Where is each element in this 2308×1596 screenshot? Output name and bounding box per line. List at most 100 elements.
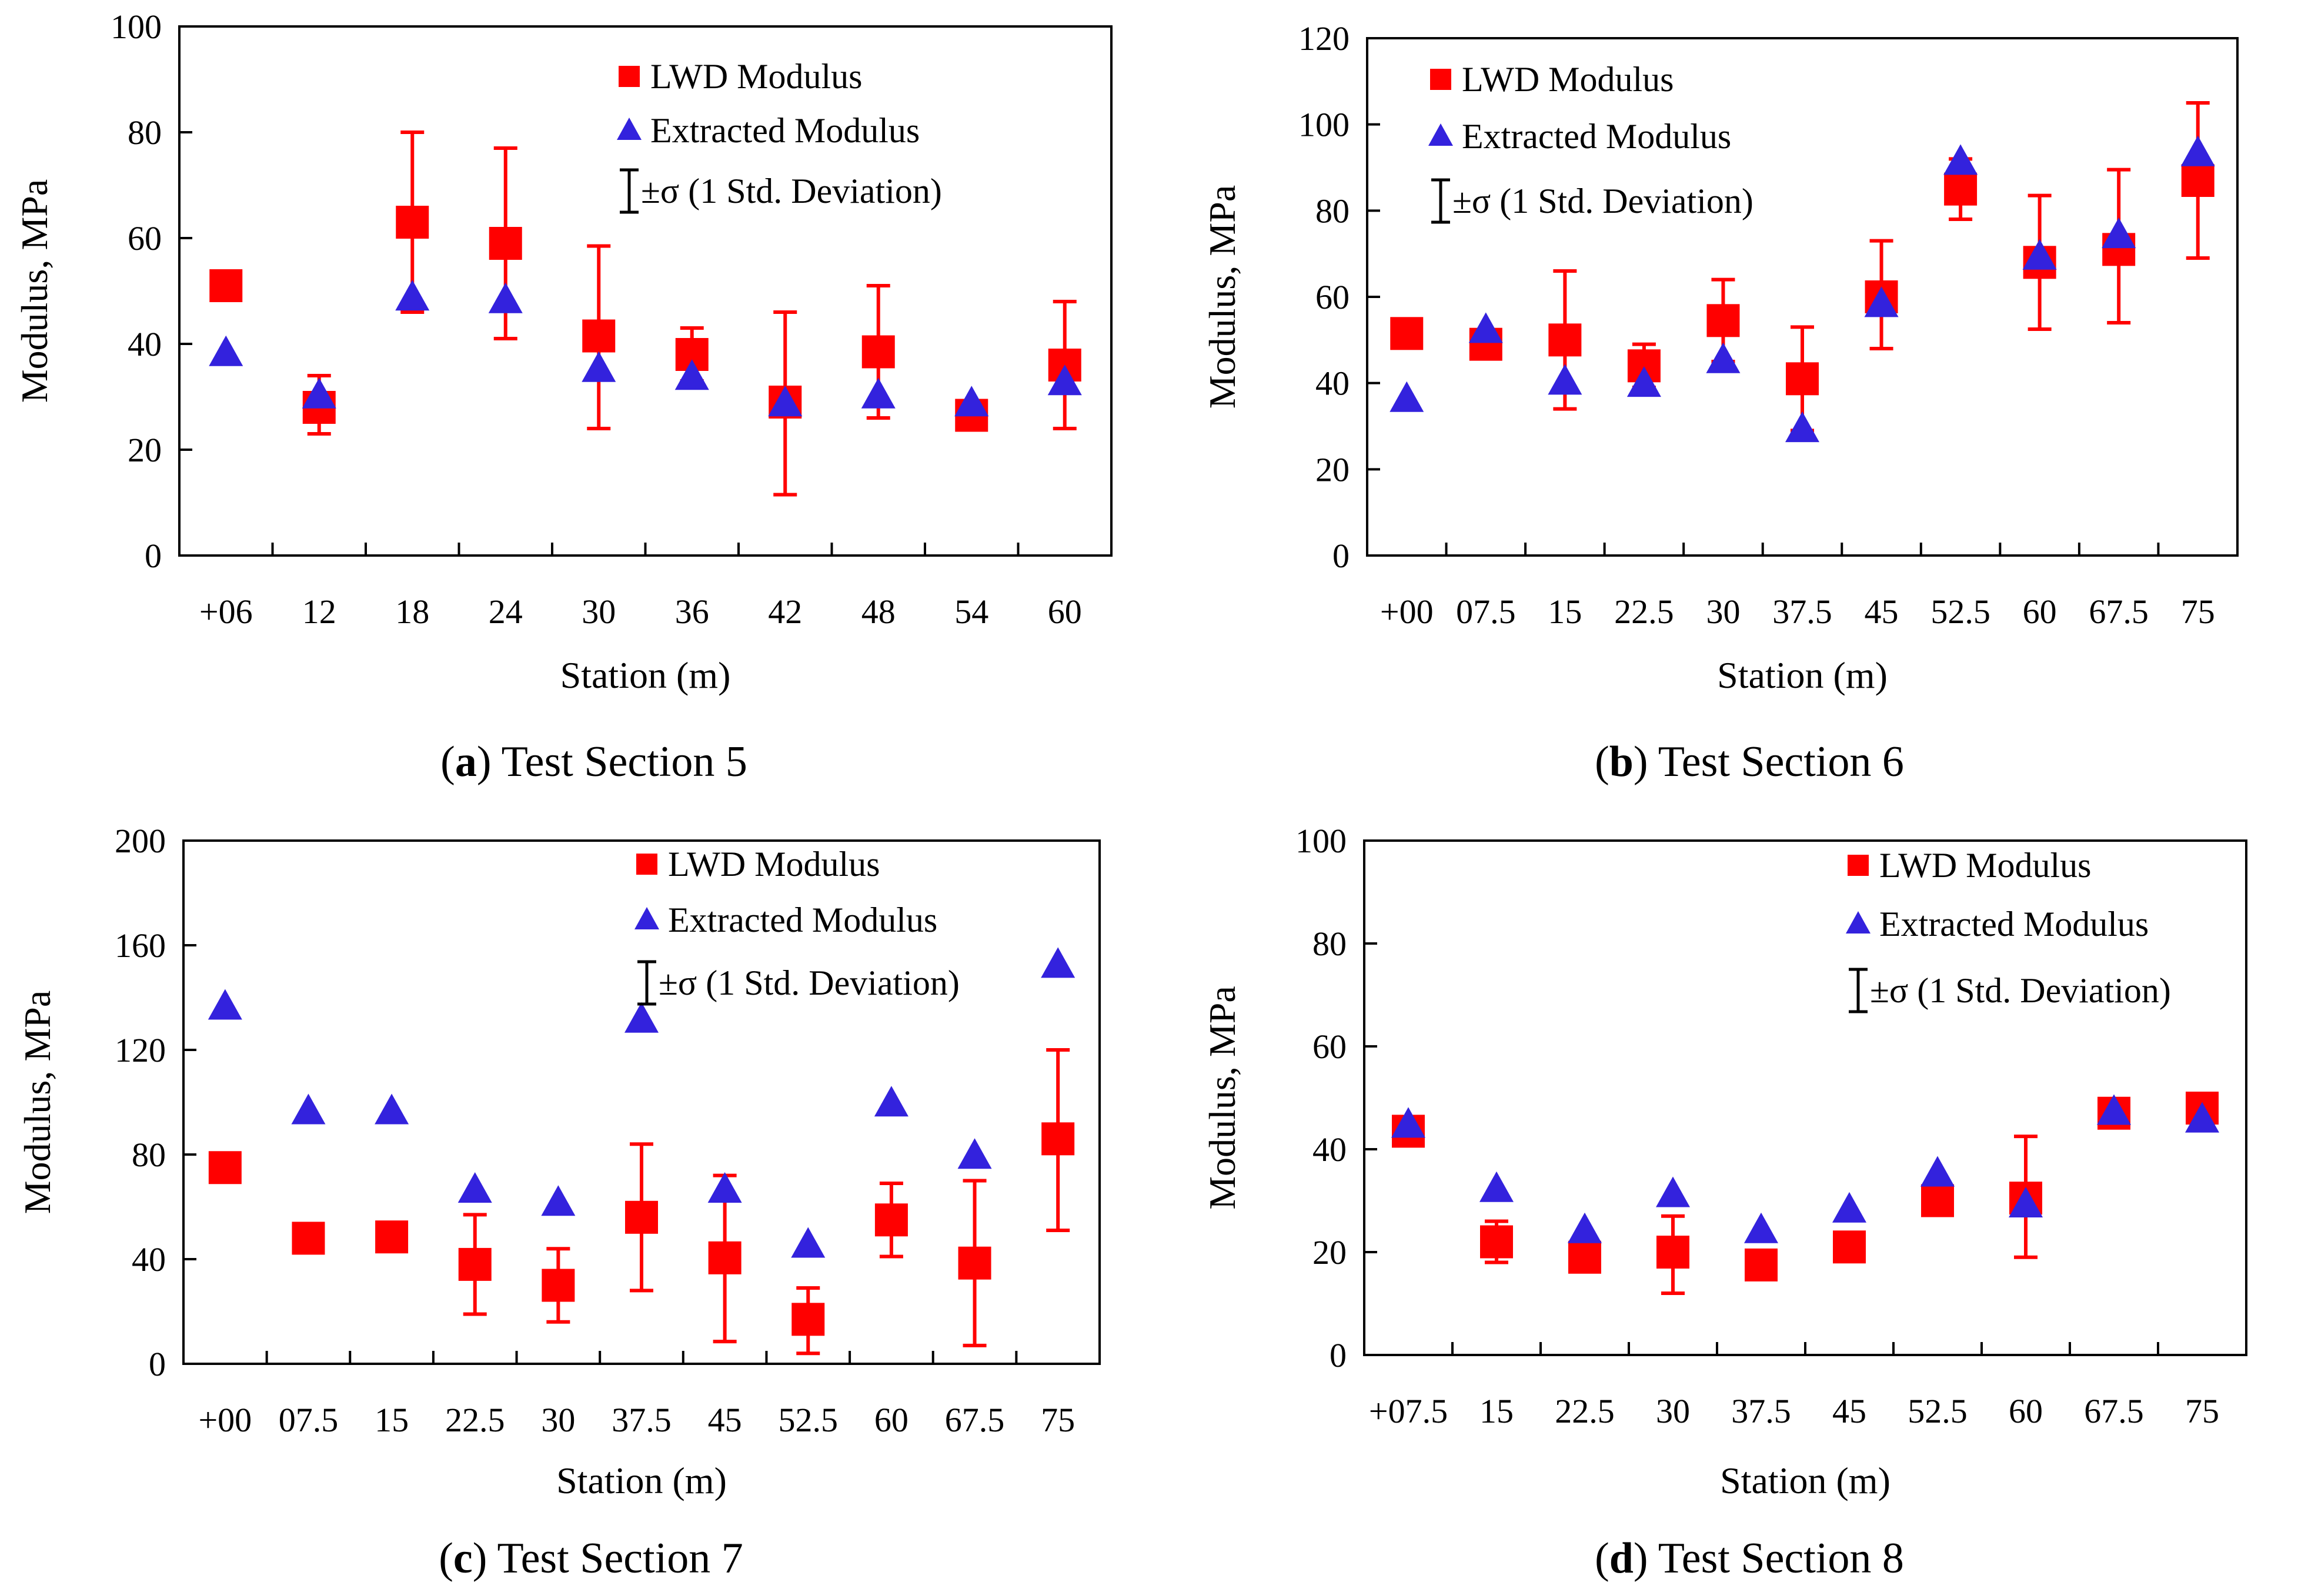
x-tick-label: 60 bbox=[2023, 593, 2057, 631]
chart-panel-d: 0 20 40 60 80 100 +07.5 15 22.5 30 37.5 45 52.5 60 67.… bbox=[1201, 822, 2247, 1582]
legend-lwd-marker bbox=[636, 854, 657, 875]
x-tick-label: 48 bbox=[861, 593, 896, 631]
lwd-modulus-point bbox=[708, 1241, 742, 1274]
legend-std-label: ±σ (1 Std. Deviation) bbox=[659, 963, 960, 1002]
extracted-modulus-point bbox=[1479, 1171, 1514, 1202]
extracted-modulus-point bbox=[1468, 312, 1503, 343]
panel-caption: (b) Test Section 6 bbox=[1595, 738, 1904, 786]
caption-open: ( bbox=[440, 738, 455, 786]
lwd-modulus-point bbox=[1786, 362, 1819, 396]
y-tick-label: 200 bbox=[115, 822, 166, 860]
x-tick-label: 67.5 bbox=[2084, 1392, 2144, 1430]
x-tick-label: 30 bbox=[1656, 1392, 1690, 1430]
legend-std-label: ±σ (1 Std. Deviation) bbox=[641, 172, 942, 210]
caption-letter: b bbox=[1609, 738, 1634, 786]
x-tick-label: 22.5 bbox=[445, 1401, 505, 1439]
lwd-modulus-point bbox=[874, 1203, 908, 1237]
y-axis-label: Modulus, MPa bbox=[14, 179, 55, 403]
x-axis-label: Station (m) bbox=[1720, 1460, 1891, 1501]
caption-open: ( bbox=[1595, 1534, 1609, 1582]
lwd-modulus-point bbox=[542, 1269, 575, 1302]
extracted-modulus-point bbox=[2102, 218, 2136, 249]
y-tick-label: 0 bbox=[1330, 1336, 1347, 1374]
extracted-modulus-point bbox=[2097, 1094, 2131, 1125]
extracted-modulus-point bbox=[1568, 1212, 1602, 1243]
extracted-modulus-point bbox=[1920, 1156, 1955, 1187]
x-axis-label: Station (m) bbox=[560, 654, 731, 696]
y-axis-label: Modulus, MPa bbox=[1201, 986, 1243, 1210]
x-tick-label: 75 bbox=[2181, 593, 2215, 631]
caption-title: ) Test Section 6 bbox=[1634, 738, 1904, 786]
lwd-modulus-point bbox=[791, 1303, 825, 1336]
lwd-modulus-point bbox=[458, 1247, 492, 1281]
extracted-modulus-point bbox=[861, 377, 896, 409]
lwd-modulus-point bbox=[1390, 317, 1424, 350]
y-tick-label: 120 bbox=[1298, 19, 1350, 58]
y-tick-label: 40 bbox=[132, 1240, 166, 1279]
extracted-modulus-point bbox=[707, 1172, 742, 1203]
lwd-modulus-point bbox=[396, 206, 429, 239]
legend: LWD Modulus Extracted Modulus ±σ (1 Std. D… bbox=[1428, 60, 1753, 224]
caption-open: ( bbox=[439, 1534, 453, 1582]
lwd-modulus-point bbox=[582, 319, 616, 353]
x-tick-label: 30 bbox=[1706, 593, 1740, 631]
panel-caption: (a) Test Section 5 bbox=[440, 738, 747, 786]
x-tick-label: 60 bbox=[1048, 593, 1082, 631]
x-tick-label: 07.5 bbox=[279, 1401, 339, 1439]
x-tick-label: 52.5 bbox=[1908, 1392, 1968, 1430]
x-tick-label: +00 bbox=[1380, 593, 1434, 631]
y-tick-label: 40 bbox=[1312, 1130, 1347, 1169]
lwd-modulus-point bbox=[861, 335, 895, 369]
legend-lwd-label: LWD Modulus bbox=[650, 57, 863, 96]
legend-lwd-label: LWD Modulus bbox=[1879, 846, 2092, 885]
x-tick-label: 15 bbox=[1548, 593, 1582, 631]
y-tick-label: 80 bbox=[1315, 192, 1350, 230]
x-tick-label: 67.5 bbox=[2089, 593, 2149, 631]
x-tick-label: 37.5 bbox=[612, 1401, 672, 1439]
y-tick-label: 20 bbox=[128, 431, 162, 469]
extracted-modulus-point bbox=[291, 1093, 326, 1125]
y-tick-label: 100 bbox=[1295, 822, 1347, 860]
lwd-modulus-point bbox=[1944, 172, 1978, 206]
x-tick-label: 54 bbox=[954, 593, 988, 631]
extracted-modulus-point bbox=[624, 1002, 659, 1033]
x-tick-label: 15 bbox=[375, 1401, 409, 1439]
extracted-modulus-point bbox=[674, 359, 709, 390]
y-tick-label: 100 bbox=[111, 8, 162, 46]
lwd-modulus-point bbox=[292, 1222, 325, 1255]
extracted-modulus-point bbox=[582, 351, 616, 382]
x-tick-label: 52.5 bbox=[779, 1401, 839, 1439]
legend-lwd-marker bbox=[1848, 855, 1869, 876]
x-tick-label: 45 bbox=[708, 1401, 742, 1439]
x-tick-label: 75 bbox=[1041, 1401, 1075, 1439]
x-tick-label: +00 bbox=[198, 1401, 252, 1439]
lwd-modulus-point bbox=[1480, 1225, 1513, 1259]
x-tick-label: 37.5 bbox=[1731, 1392, 1791, 1430]
extracted-modulus-point bbox=[1626, 366, 1661, 397]
x-tick-label: 24 bbox=[489, 593, 523, 631]
legend-std-label: ±σ (1 Std. Deviation) bbox=[1870, 971, 2171, 1010]
legend-extracted-marker bbox=[617, 118, 642, 140]
extracted-modulus-point bbox=[1864, 286, 1899, 317]
lwd-modulus-point bbox=[2181, 164, 2215, 197]
extracted-modulus-point bbox=[395, 280, 430, 311]
extracted-modulus-point bbox=[457, 1172, 492, 1203]
lwd-modulus-point bbox=[1745, 1248, 1778, 1282]
extracted-modulus-point bbox=[1548, 364, 1582, 395]
x-tick-label: 60 bbox=[874, 1401, 908, 1439]
lwd-modulus-point bbox=[625, 1200, 658, 1234]
extracted-modulus-point bbox=[1391, 1107, 1425, 1138]
extracted-modulus-point bbox=[1785, 411, 1819, 443]
x-tick-label: 36 bbox=[675, 593, 709, 631]
extracted-modulus-point bbox=[1744, 1212, 1778, 1243]
extracted-modulus-point bbox=[2185, 1102, 2219, 1133]
lwd-modulus-point bbox=[1706, 304, 1740, 337]
lwd-modulus-point bbox=[489, 227, 522, 260]
lwd-modulus-point bbox=[1041, 1122, 1075, 1156]
x-tick-label: 30 bbox=[582, 593, 616, 631]
extracted-modulus-point bbox=[1943, 144, 1978, 175]
x-axis-label: Station (m) bbox=[1717, 654, 1888, 696]
x-tick-label: +06 bbox=[199, 593, 253, 631]
extracted-modulus-point bbox=[1047, 364, 1082, 396]
x-tick-label: 22.5 bbox=[1555, 1392, 1615, 1430]
